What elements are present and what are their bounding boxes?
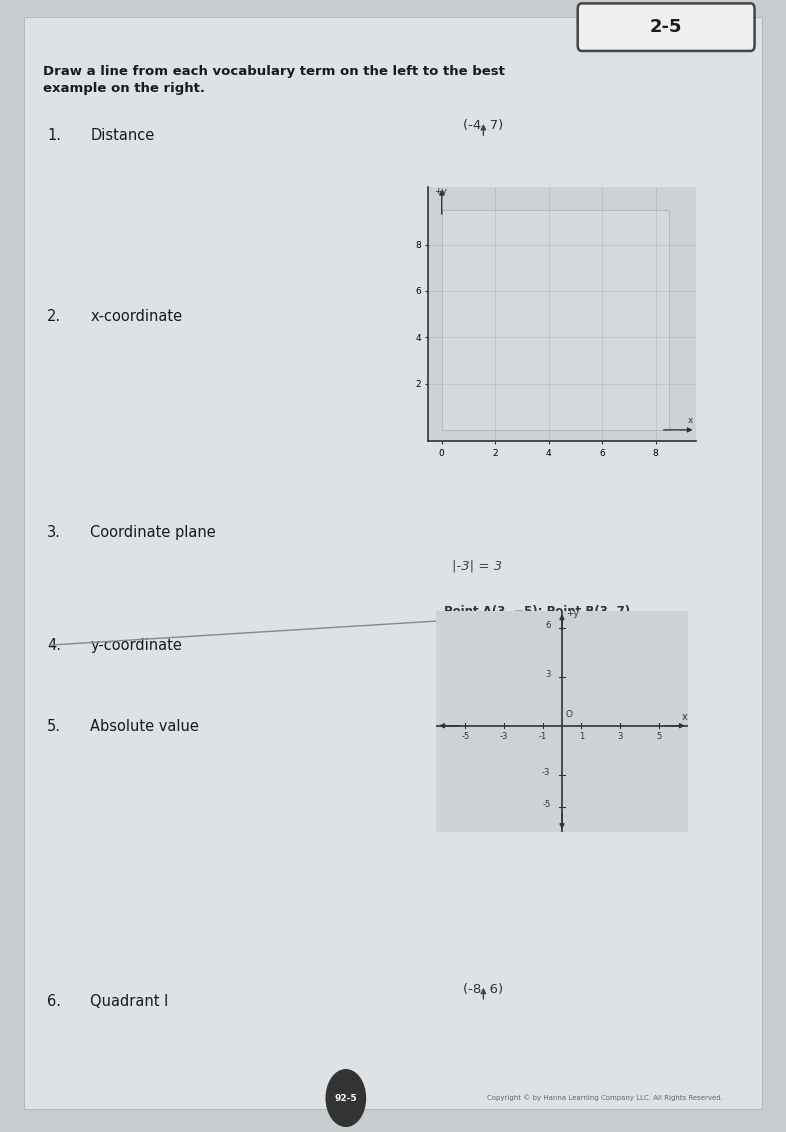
- Text: -1: -1: [538, 731, 547, 740]
- Text: Distance: Distance: [90, 128, 155, 144]
- Text: 2.: 2.: [47, 309, 61, 325]
- Bar: [442, 209, 669, 430]
- Text: O: O: [566, 710, 573, 719]
- Text: x: x: [688, 415, 693, 424]
- Text: -3: -3: [500, 731, 508, 740]
- Text: x: x: [682, 712, 688, 722]
- Text: -5: -5: [461, 731, 469, 740]
- Text: example on the right.: example on the right.: [43, 82, 205, 94]
- Text: 1.: 1.: [47, 128, 61, 144]
- Text: 6: 6: [545, 620, 550, 629]
- Text: 3: 3: [617, 731, 623, 740]
- Text: |-5| + |7| = 12 units: |-5| + |7| = 12 units: [444, 624, 562, 637]
- Text: -5: -5: [542, 800, 550, 809]
- Text: 6.: 6.: [47, 994, 61, 1010]
- Text: Quadrant I: Quadrant I: [90, 994, 169, 1010]
- Text: x-coordinate: x-coordinate: [90, 309, 182, 325]
- Text: 1: 1: [578, 731, 584, 740]
- Text: 5: 5: [656, 731, 661, 740]
- Text: 2-5: 2-5: [649, 18, 682, 36]
- FancyBboxPatch shape: [578, 3, 755, 51]
- Circle shape: [326, 1070, 365, 1126]
- Text: Absolute value: Absolute value: [90, 719, 200, 735]
- Text: |-3| = 3: |-3| = 3: [452, 559, 502, 573]
- Text: Copyright © by Hanna Learning Company LLC. All Rights Reserved.: Copyright © by Hanna Learning Company LL…: [487, 1095, 723, 1101]
- Text: 4.: 4.: [47, 637, 61, 653]
- Text: -3: -3: [542, 767, 550, 777]
- Text: 5.: 5.: [47, 719, 61, 735]
- Text: 3.: 3.: [47, 524, 61, 540]
- Text: Coordinate plane: Coordinate plane: [90, 524, 216, 540]
- Text: +y: +y: [566, 609, 578, 618]
- Text: (-4, 7): (-4, 7): [463, 120, 504, 132]
- Text: y-coordinate: y-coordinate: [90, 637, 182, 653]
- Text: 92-5: 92-5: [335, 1094, 357, 1103]
- FancyBboxPatch shape: [24, 17, 762, 1109]
- Text: Draw a line from each vocabulary term on the left to the best: Draw a line from each vocabulary term on…: [43, 65, 505, 77]
- Text: (-8, 6): (-8, 6): [463, 984, 504, 996]
- Text: +y: +y: [434, 187, 446, 196]
- Text: Point A(3, −5); Point B(3, 7): Point A(3, −5); Point B(3, 7): [444, 604, 630, 618]
- Text: 3: 3: [545, 670, 550, 679]
